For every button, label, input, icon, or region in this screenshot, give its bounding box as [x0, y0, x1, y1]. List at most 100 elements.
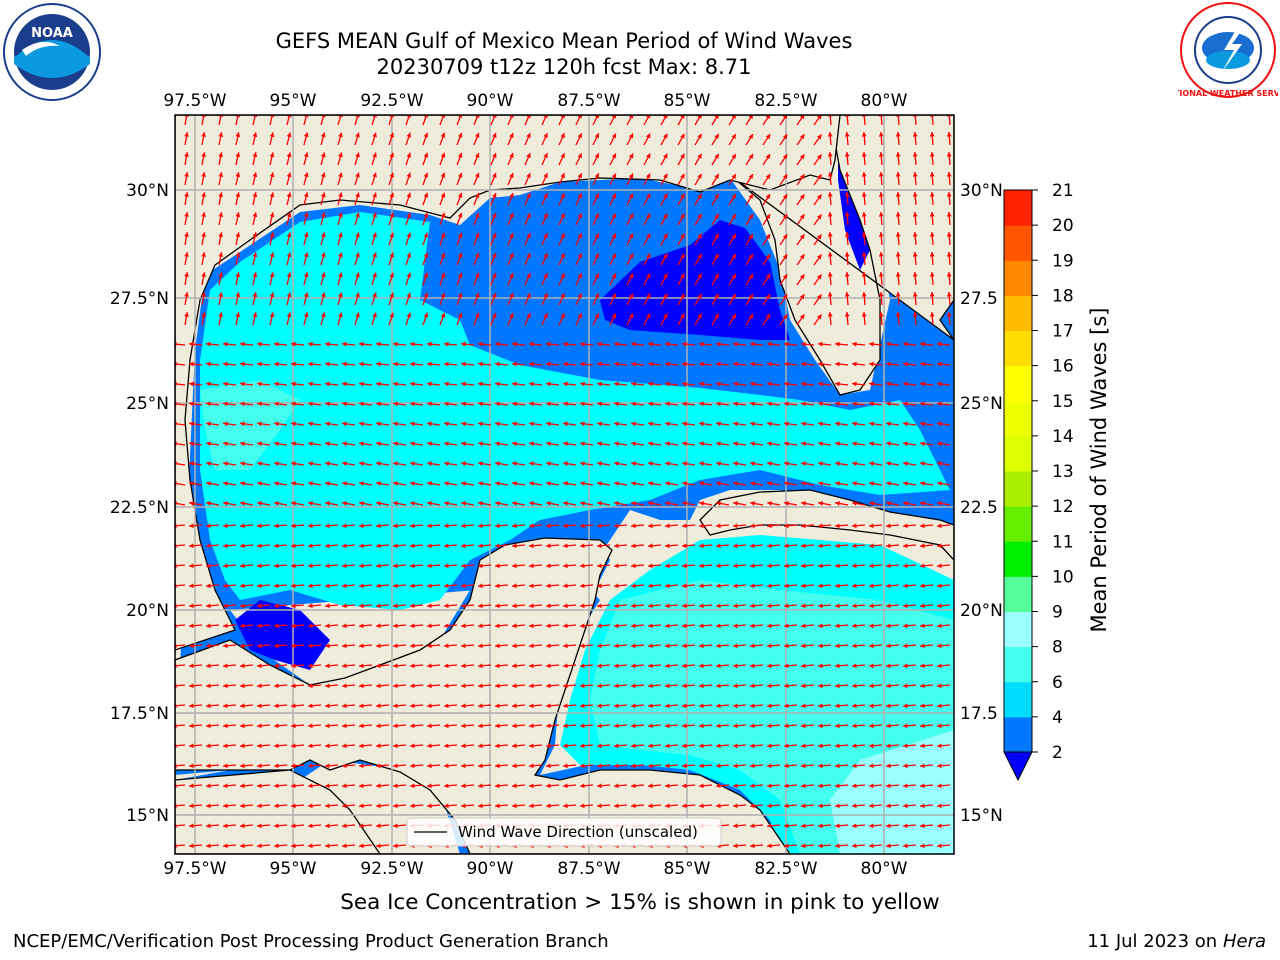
wind-arrow-head	[529, 763, 534, 769]
wind-arrow-head	[631, 361, 636, 367]
wind-arrow-head	[903, 421, 908, 427]
wind-arrow-head	[359, 763, 364, 769]
wind-arrow-head	[682, 703, 687, 709]
wind-arrow-head	[410, 441, 415, 447]
wind-arrow-head	[903, 663, 908, 669]
wind-arrow-head	[410, 381, 415, 387]
wind-arrow-head	[765, 214, 771, 220]
wind-arrow-head	[376, 763, 381, 769]
wind-arrow-head	[274, 603, 279, 609]
wind-arrow-head	[580, 501, 585, 506]
wind-arrow-head	[274, 501, 279, 506]
wind-arrow-head	[423, 132, 429, 138]
wind-arrow-head	[509, 233, 514, 239]
wind-arrow-head	[645, 233, 651, 239]
wind-arrow-head	[376, 703, 381, 709]
wind-arrow-head	[393, 803, 398, 809]
wind-arrow-head	[546, 723, 551, 729]
wind-arrow-head	[631, 501, 636, 506]
wind-arrow-head	[546, 401, 551, 407]
wind-arrow-head	[912, 192, 918, 197]
wind-arrow-head	[291, 401, 296, 407]
wind-arrow	[175, 564, 186, 567]
wind-arrow-head	[903, 381, 908, 387]
wind-arrow-head	[784, 583, 789, 589]
wind-arrow-head	[886, 723, 891, 729]
wind-arrow-head	[355, 152, 360, 158]
wind-arrow-head	[410, 401, 415, 407]
wind-arrow-head	[184, 132, 189, 137]
wind-arrow-head	[733, 583, 738, 589]
wind-arrow-head	[269, 232, 275, 238]
wind-arrow	[175, 824, 186, 827]
wind-arrow-head	[580, 523, 585, 529]
wind-arrow-head	[731, 293, 736, 299]
wind-arrow	[218, 115, 222, 126]
wind-arrow-head	[206, 401, 211, 407]
wind-arrow-head	[818, 401, 823, 407]
wind-arrow-head	[563, 461, 568, 467]
wind-arrow-head	[444, 441, 449, 447]
wind-arrow-head	[184, 192, 189, 197]
wind-arrow-head	[920, 543, 925, 549]
wind-arrow-head	[286, 172, 292, 178]
wind-arrow-head	[665, 481, 670, 486]
wind-arrow-head	[946, 212, 952, 217]
wind-arrow-head	[818, 623, 823, 629]
wind-arrow-head	[937, 703, 942, 709]
wind-arrow-head	[543, 213, 548, 219]
wind-arrow-head	[628, 273, 634, 279]
wind-arrow-head	[767, 843, 772, 849]
wind-arrow-head	[512, 501, 517, 506]
wind-arrow-head	[648, 501, 653, 506]
wind-arrow-head	[799, 174, 805, 180]
wind-arrow-head	[474, 172, 480, 178]
wind-arrow-head	[427, 803, 432, 809]
wind-arrow-head	[861, 152, 867, 157]
wind-arrow-head	[444, 543, 449, 549]
wind-arrow-head	[359, 843, 364, 849]
wind-arrow-head	[372, 132, 377, 138]
wind-arrow-head	[389, 252, 394, 258]
wind-arrow-head	[509, 213, 514, 219]
wind-arrow-head	[461, 623, 466, 629]
wind-arrow-head	[338, 252, 343, 258]
wind-arrow-head	[699, 341, 704, 347]
wind-arrow-head	[611, 293, 617, 299]
wind-arrow-head	[529, 643, 534, 649]
wind-arrow-head	[189, 563, 194, 569]
wind-arrow-head	[801, 843, 806, 849]
wind-arrow-head	[611, 273, 617, 279]
wind-arrow-head	[440, 132, 446, 138]
wind-arrow-head	[748, 194, 753, 200]
lat-label-right: 25°N	[960, 394, 1003, 414]
wind-arrow-head	[784, 823, 789, 829]
wind-arrow-head	[818, 523, 823, 529]
wind-arrow-head	[492, 272, 497, 278]
wind-arrow-head	[235, 232, 241, 238]
wind-arrow-head	[665, 723, 670, 729]
wind-arrow-head	[338, 232, 343, 238]
wind-arrow-head	[393, 603, 398, 609]
wind-arrow-head	[937, 563, 942, 569]
wind-arrow-head	[580, 663, 585, 669]
wind-arrow-head	[325, 703, 330, 709]
wind-arrow-head	[376, 421, 381, 427]
wind-arrow-head	[444, 803, 449, 809]
wind-arrow-head	[423, 152, 429, 158]
wind-arrow-head	[767, 723, 772, 729]
wind-arrow-head	[359, 461, 364, 467]
wind-arrow-head	[861, 212, 867, 217]
wind-arrow-head	[342, 421, 347, 427]
wind-arrow-head	[223, 421, 228, 427]
wind-arrow-head	[338, 172, 343, 178]
wind-arrow-head	[594, 115, 599, 119]
wind-arrow-head	[223, 523, 228, 529]
wind-arrow	[337, 115, 342, 126]
wind-arrow-head	[274, 523, 279, 529]
wind-arrow-head	[869, 603, 874, 609]
wind-arrow-head	[818, 723, 823, 729]
wind-arrow-head	[252, 192, 258, 198]
wind-arrow-head	[767, 461, 772, 467]
wind-arrow-head	[852, 583, 857, 589]
